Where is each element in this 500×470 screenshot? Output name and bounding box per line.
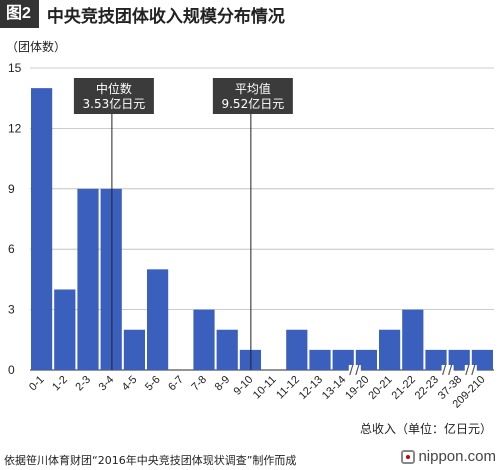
axis-break-gap bbox=[464, 365, 477, 375]
brand-name: nippon.com bbox=[418, 448, 496, 465]
bar-3-4 bbox=[100, 188, 122, 370]
annotation-label: 平均值 bbox=[235, 81, 271, 96]
y-tick-label: 3 bbox=[8, 303, 15, 317]
x-axis-title: 总收入（单位：亿日元） bbox=[359, 422, 492, 436]
x-tick-label: 4-5 bbox=[120, 374, 140, 394]
annotation-value: 9.52亿日元 bbox=[221, 96, 284, 111]
y-tick-label: 12 bbox=[8, 121, 22, 135]
x-tick-label: 0-1 bbox=[27, 374, 47, 394]
axis-break-mark bbox=[442, 364, 453, 376]
x-tick-label: 1-2 bbox=[50, 374, 70, 394]
y-tick-label: 6 bbox=[8, 242, 15, 256]
x-tick-label: 6-7 bbox=[166, 374, 186, 394]
brand-logo: nippon.com bbox=[401, 448, 496, 465]
y-tick-label: 9 bbox=[8, 182, 15, 196]
axis-break-gap bbox=[348, 365, 361, 375]
y-tick-label: 15 bbox=[8, 61, 22, 75]
x-tick-label: 5-6 bbox=[143, 374, 163, 394]
nippon-logo-icon bbox=[401, 449, 416, 464]
x-tick-label: 20-21 bbox=[366, 374, 394, 402]
x-tick-label: 11-12 bbox=[274, 374, 302, 402]
bar-1-2 bbox=[54, 289, 76, 370]
chart-title: 中央竞技团体收入规模分布情况 bbox=[46, 6, 285, 27]
bar-21-22 bbox=[402, 309, 424, 370]
bar-12-13 bbox=[309, 349, 331, 370]
y-axis-unit-label: （团体数） bbox=[6, 40, 67, 54]
x-tick-label: 7-8 bbox=[189, 374, 209, 394]
bar-13-14 bbox=[332, 349, 354, 370]
annotation-label: 中位数 bbox=[96, 81, 132, 96]
axis-break-gap bbox=[441, 365, 454, 375]
x-tick-label: 12-13 bbox=[297, 374, 325, 402]
source-note: 依据笹川体育财团“2016年中央竞技团体现状调查”制作而成 bbox=[4, 454, 297, 467]
figure-badge: 图2 bbox=[0, 0, 39, 28]
axis-break-mark bbox=[349, 364, 360, 376]
x-tick-label: 3-4 bbox=[97, 374, 117, 394]
bar-2-3 bbox=[77, 188, 99, 370]
x-tick-label: 19-20 bbox=[343, 374, 371, 402]
chart-title-row: 图2 中央竞技团体收入规模分布情况 bbox=[0, 0, 285, 28]
bar-11-12 bbox=[286, 329, 308, 370]
annotation-box bbox=[73, 78, 154, 114]
annotation-box bbox=[212, 78, 293, 114]
x-tick-label: 21-22 bbox=[390, 374, 418, 402]
bar-0-1 bbox=[31, 88, 53, 370]
axis-break-mark bbox=[465, 364, 476, 376]
bar-22-23 bbox=[425, 349, 447, 370]
bar-5-6 bbox=[147, 269, 169, 370]
x-tick-label: 13-14 bbox=[320, 374, 348, 402]
x-tick-label: 22-23 bbox=[413, 374, 441, 402]
bar-20-21 bbox=[379, 329, 401, 370]
x-tick-label: 2-3 bbox=[73, 374, 93, 394]
bar-7-8 bbox=[193, 309, 215, 370]
bar-37-38 bbox=[448, 349, 470, 370]
x-tick-label: 8-9 bbox=[213, 374, 233, 394]
bar-209-210 bbox=[471, 349, 493, 370]
bar-8-9 bbox=[216, 329, 238, 370]
y-tick-label: 0 bbox=[8, 363, 15, 377]
x-tick-label: 10-11 bbox=[251, 374, 279, 402]
bar-4-5 bbox=[123, 329, 145, 370]
annotation-value: 3.53亿日元 bbox=[83, 96, 146, 111]
bar-19-20 bbox=[355, 349, 377, 370]
